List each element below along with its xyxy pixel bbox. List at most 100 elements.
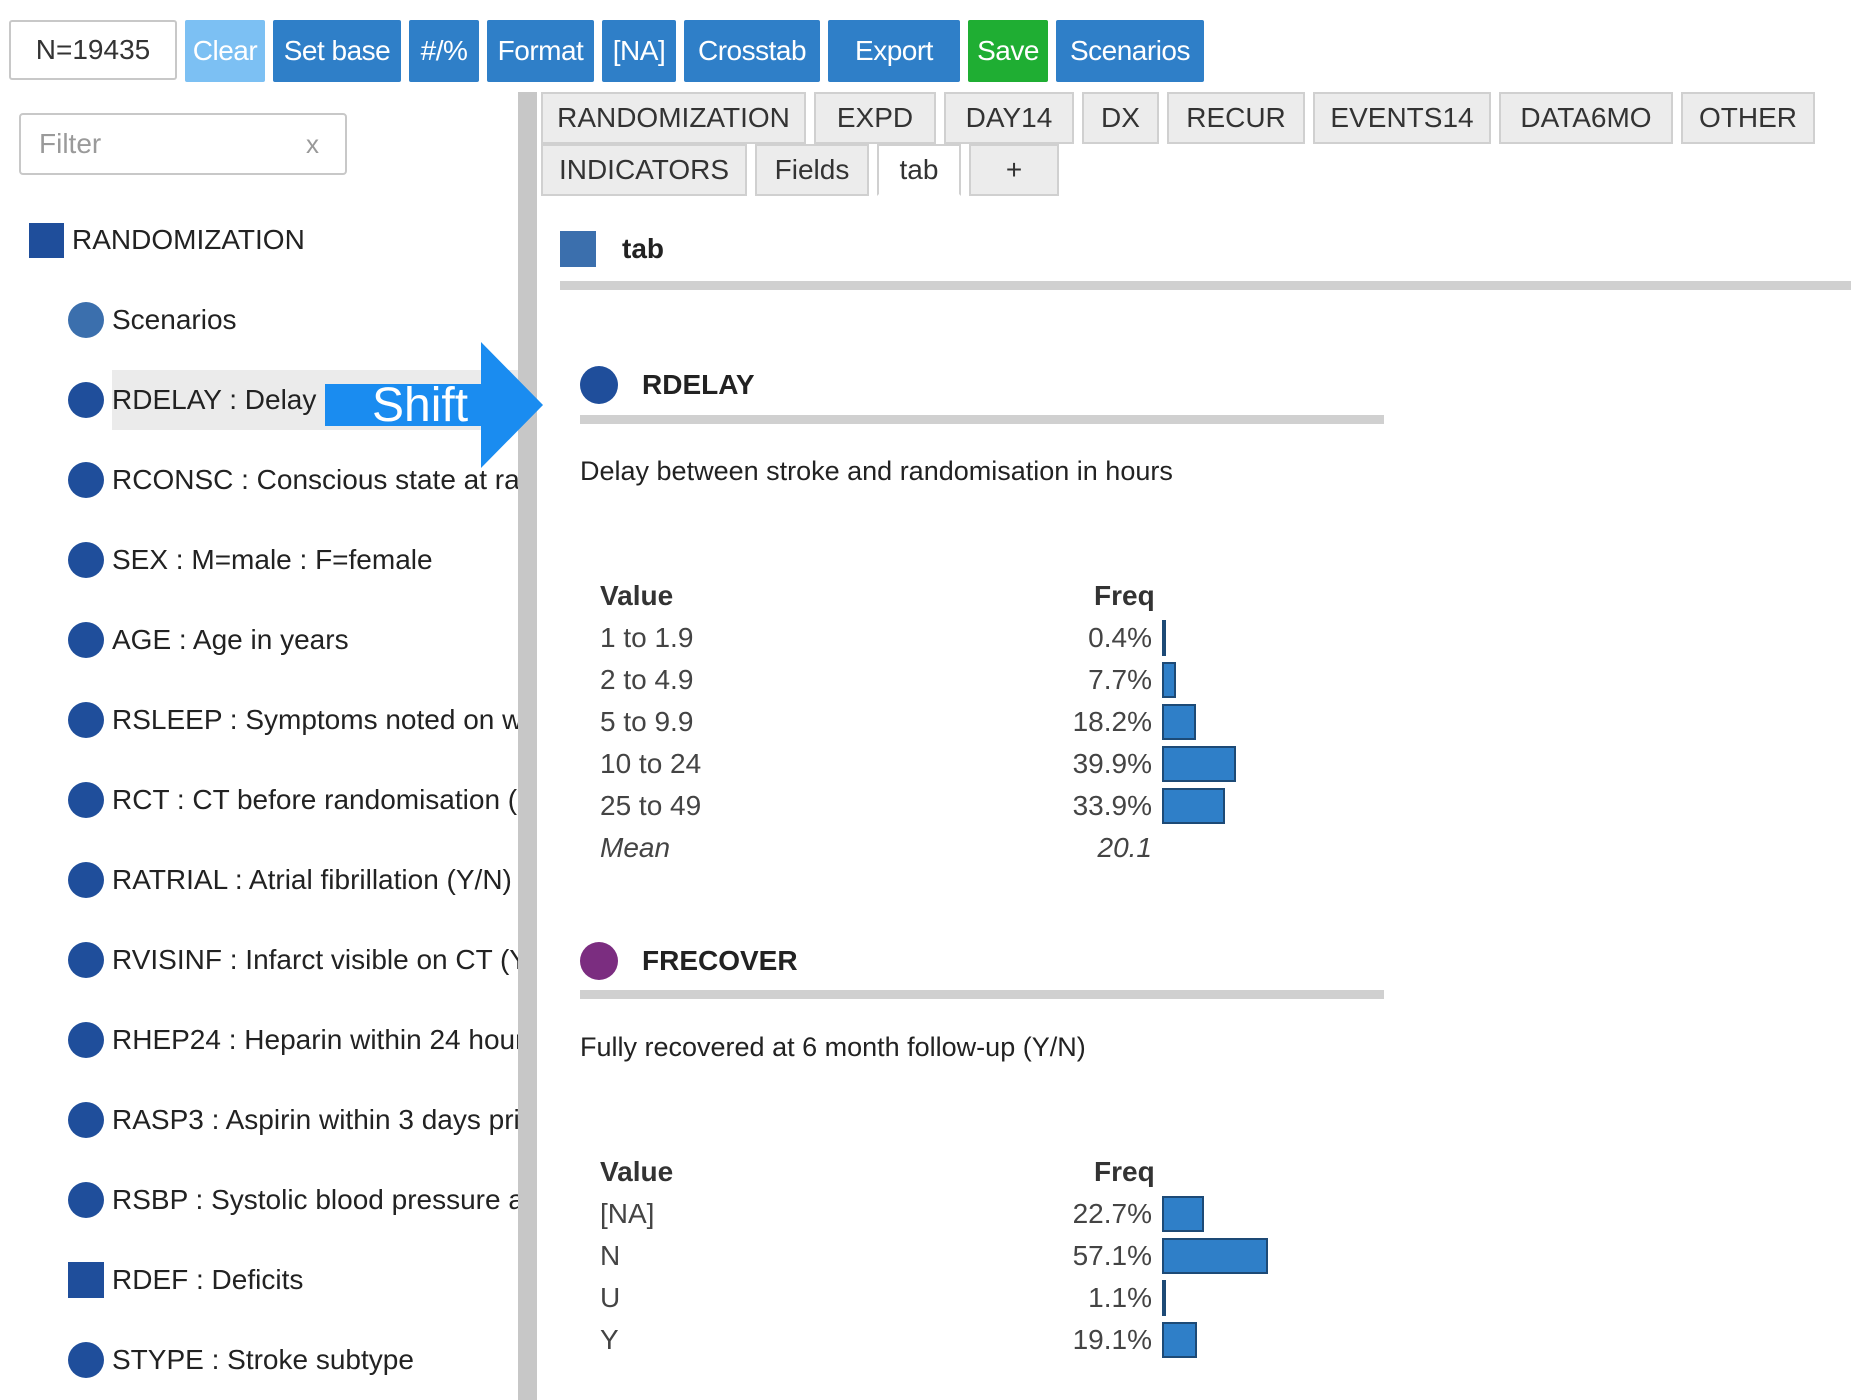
circle-icon — [68, 542, 104, 578]
variable-description: Delay between stroke and randomisation i… — [580, 456, 1173, 486]
square-icon — [68, 1262, 104, 1298]
circle-icon — [68, 862, 104, 898]
shift-arrow-icon — [325, 342, 543, 468]
circle-icon — [68, 302, 104, 338]
mean-label: Mean — [600, 832, 671, 863]
value-cell: [NA] — [600, 1198, 655, 1229]
section-rule — [580, 990, 1384, 999]
freq-column-header: Freq — [1094, 1156, 1155, 1187]
value-cell: N — [600, 1240, 621, 1271]
tab-data6mo[interactable]: DATA6MO — [1499, 92, 1673, 144]
freq-bar — [1162, 1280, 1166, 1316]
variable-name: RDELAY — [642, 369, 755, 400]
tab-expd[interactable]: EXPD — [814, 92, 936, 144]
tree-group-randomization[interactable]: RANDOMIZATION — [0, 210, 518, 270]
freq-bar — [1162, 704, 1196, 740]
tab-recur[interactable]: RECUR — [1167, 92, 1305, 144]
tree-item-rasp3[interactable]: RASP3 : Aspirin within 3 days prio — [0, 1090, 518, 1150]
tab-events14[interactable]: EVENTS14 — [1313, 92, 1491, 144]
freq-bar — [1162, 746, 1236, 782]
tree-item-rsleep[interactable]: RSLEEP : Symptoms noted on wa — [0, 690, 518, 750]
tree-item-rhep24[interactable]: RHEP24 : Heparin within 24 hours — [0, 1010, 518, 1070]
panel-splitter[interactable] — [518, 92, 537, 1400]
tab-tab[interactable]: tab — [877, 144, 961, 196]
circle-icon — [68, 1182, 104, 1218]
circle-icon — [68, 1342, 104, 1378]
freq-bar — [1162, 662, 1177, 698]
freq-cell: 39.9% — [1072, 748, 1152, 779]
add-tab-button[interactable]: + — [969, 144, 1059, 196]
toolbar: N=19435 Clear Set base #/% Format [NA] C… — [9, 20, 1204, 82]
circle-icon — [580, 366, 618, 404]
freq-bar — [1162, 620, 1166, 656]
circle-icon — [68, 1102, 104, 1138]
value-cell: 10 to 24 — [600, 748, 702, 779]
tree-item-age[interactable]: AGE : Age in years — [0, 610, 518, 670]
scenarios-button[interactable]: Scenarios — [1056, 20, 1204, 82]
freq-bar — [1162, 788, 1225, 824]
value-cell: 25 to 49 — [600, 790, 702, 821]
set-base-button[interactable]: Set base — [273, 20, 401, 82]
value-cell: 1 to 1.9 — [600, 622, 694, 653]
tree-item-rct[interactable]: RCT : CT before randomisation (Y — [0, 770, 518, 830]
freq-bar — [1162, 1196, 1204, 1232]
filter-input[interactable] — [37, 127, 301, 161]
value-cell: 2 to 4.9 — [600, 664, 694, 695]
tree-item-ratrial[interactable]: RATRIAL : Atrial fibrillation (Y/N) no — [0, 850, 518, 910]
freq-bar — [1162, 1322, 1198, 1358]
tab-row-1: RANDOMIZATION EXPD DAY14 DX RECUR EVENTS… — [541, 92, 1815, 144]
rdelay-header[interactable]: RDELAY — [580, 366, 755, 404]
clear-button[interactable]: Clear — [185, 20, 265, 82]
variable-name: FRECOVER — [642, 945, 798, 976]
freq-cell: 7.7% — [1088, 664, 1152, 695]
folder-square-icon — [29, 222, 64, 258]
circle-icon — [580, 942, 618, 980]
tree-item-sex[interactable]: SEX : M=male : F=female — [0, 530, 518, 590]
variable-description: Fully recovered at 6 month follow-up (Y/… — [580, 1032, 1086, 1062]
circle-icon — [68, 782, 104, 818]
save-button[interactable]: Save — [968, 20, 1048, 82]
freq-cell: 57.1% — [1072, 1240, 1152, 1271]
clear-filter-icon[interactable]: x — [306, 129, 319, 159]
shift-label: Shift — [372, 379, 469, 432]
tree-item-rconsc[interactable]: RCONSC : Conscious state at ran — [0, 450, 518, 510]
value-cell: U — [600, 1282, 621, 1313]
section-rule — [580, 415, 1384, 424]
freq-column-header: Freq — [1094, 580, 1155, 611]
tree-item-stype[interactable]: STYPE : Stroke subtype — [0, 1330, 518, 1390]
tree-item-rsbp[interactable]: RSBP : Systolic blood pressure at — [0, 1170, 518, 1230]
circle-icon — [68, 942, 104, 978]
value-column-header: Value — [600, 580, 674, 611]
tab-row-2: INDICATORS Fields tab + — [541, 144, 1059, 196]
freq-cell: 22.7% — [1072, 1198, 1152, 1229]
value-cell: 5 to 9.9 — [600, 706, 694, 737]
freq-cell: 1.1% — [1088, 1282, 1152, 1313]
square-icon — [560, 231, 596, 267]
format-button[interactable]: Format — [487, 20, 594, 82]
circle-icon — [68, 1022, 104, 1058]
freq-cell: 33.9% — [1072, 790, 1152, 821]
tab-day14[interactable]: DAY14 — [944, 92, 1074, 144]
freq-cell: 18.2% — [1072, 706, 1152, 737]
value-column-header: Value — [600, 1156, 674, 1187]
filter-box: x — [19, 113, 347, 175]
frecover-header[interactable]: FRECOVER — [580, 942, 798, 980]
freq-cell: 0.4% — [1088, 622, 1152, 653]
page-header: tab — [560, 231, 664, 267]
circle-icon — [68, 462, 104, 498]
record-count: N=19435 — [9, 20, 177, 80]
circle-icon — [68, 702, 104, 738]
tree-item-scenarios[interactable]: Scenarios — [0, 290, 518, 350]
count-percent-button[interactable]: #/% — [409, 20, 479, 82]
tab-randomization[interactable]: RANDOMIZATION — [541, 92, 806, 144]
tab-fields[interactable]: Fields — [755, 144, 869, 196]
tree-item-rdef[interactable]: RDEF : Deficits — [0, 1250, 518, 1310]
tab-other[interactable]: OTHER — [1681, 92, 1815, 144]
crosstab-button[interactable]: Crosstab — [684, 20, 820, 82]
tab-indicators[interactable]: INDICATORS — [541, 144, 747, 196]
export-button[interactable]: Export — [828, 20, 960, 82]
tab-dx[interactable]: DX — [1082, 92, 1159, 144]
tree-item-rvisinf[interactable]: RVISINF : Infarct visible on CT (Y/N — [0, 930, 518, 990]
na-button[interactable]: [NA] — [602, 20, 676, 82]
page-title-rule — [560, 281, 1851, 290]
